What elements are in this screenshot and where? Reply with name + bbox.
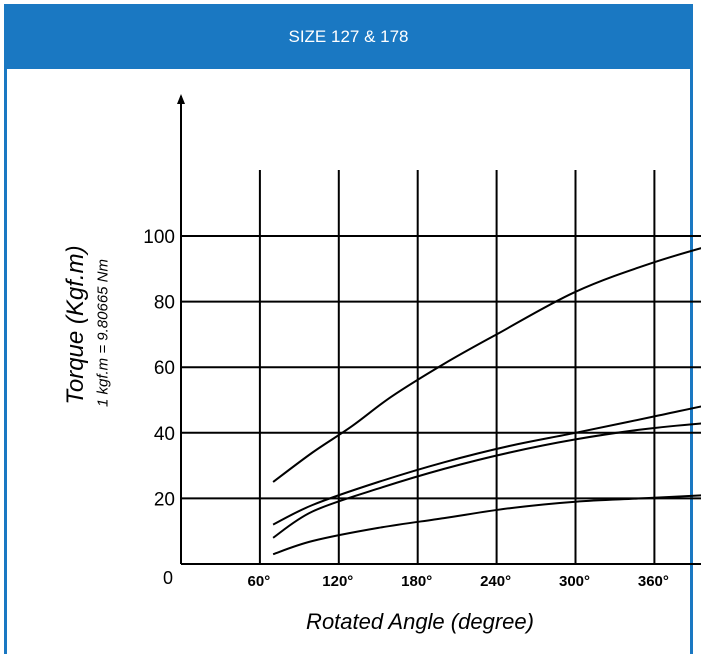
y-tick-label: 80 — [154, 293, 175, 314]
series-line-127-2 — [272, 422, 701, 539]
chart-frame — [4, 4, 693, 654]
tick-labels: 20406080100060°120°180°240°300°360°420°4… — [143, 227, 669, 590]
y-tick-label: 40 — [154, 424, 175, 445]
chart-title: SIZE 127 & 178 — [288, 26, 409, 46]
x-tick-label: 300° — [559, 573, 590, 590]
grid — [181, 170, 701, 564]
x-axis-label: Rotated Angle (degree) — [306, 609, 534, 634]
title-bar: SIZE 127 & 178 — [4, 4, 693, 69]
y-tick-label: 20 — [154, 489, 175, 510]
x-tick-label: 360° — [638, 573, 669, 590]
y-axis-unit-note: 1 kgf.m = 9.80665 Nm — [94, 259, 112, 407]
axes — [177, 94, 701, 565]
y-tick-label: 100 — [143, 227, 175, 248]
series-line-127-1 — [272, 494, 701, 556]
origin-label: 0 — [163, 568, 173, 588]
y-axis-label: Torque (Kgf.m) — [62, 245, 89, 405]
x-tick-label: 120° — [322, 573, 353, 590]
x-tick-label: 180° — [401, 573, 432, 590]
series: 178−2178−1127−2127−1 — [272, 247, 701, 556]
series-line-178-1 — [272, 405, 701, 526]
x-tick-label: 60° — [248, 573, 271, 590]
x-tick-label: 240° — [480, 573, 511, 590]
series-line-178-2 — [272, 247, 701, 483]
y-tick-label: 60 — [154, 358, 175, 379]
